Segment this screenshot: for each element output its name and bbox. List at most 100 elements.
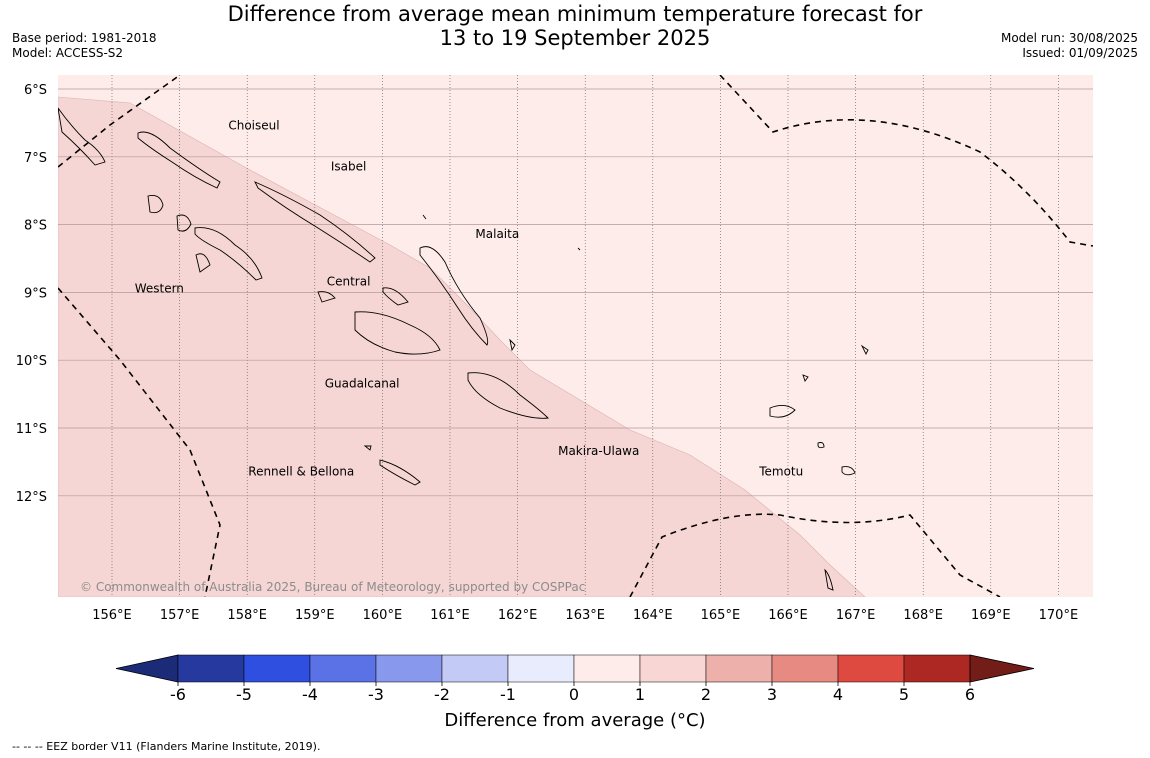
island-russell <box>382 287 409 306</box>
colorbar-swatch <box>837 654 905 683</box>
eez-legend-note: -- -- -- EEZ border V11 (Flanders Marine… <box>12 740 321 753</box>
lat-tick-label: 7°S <box>24 151 47 166</box>
island-florida <box>317 291 336 303</box>
meta-left: Base period: 1981-2018 Model: ACCESS-S2 <box>12 31 157 61</box>
island-isabel <box>254 181 376 263</box>
region-label: Makira-Ulawa <box>558 444 639 458</box>
zone-1-2 <box>58 96 866 597</box>
region-label: Rennell & Bellona <box>248 464 354 478</box>
colorbar-swatch <box>375 654 443 683</box>
colorbar-swatch <box>507 654 575 683</box>
island-bellona <box>363 445 372 451</box>
lon-tick-label: 160°E <box>363 608 403 623</box>
region-label: Malaita <box>475 227 519 241</box>
lon-tick-label: 165°E <box>701 608 741 623</box>
base-period: Base period: 1981-2018 <box>12 31 157 45</box>
island-vangunu <box>195 253 211 273</box>
island-duff <box>860 344 869 356</box>
island-ulawa <box>509 338 516 352</box>
colorbar-swatch <box>309 654 377 683</box>
colorbar: -6 -5 -4 -3 -2 -1 0 1 2 3 4 5 6 <box>115 654 1035 704</box>
colorbar-swatch <box>771 654 839 683</box>
longitude-labels: 156°E 157°E 158°E 159°E 160°E 161°E 162°E 163°E… <box>92 608 1078 623</box>
lat-tick-label: 6°S <box>24 83 47 98</box>
colorbar-swatch <box>441 654 509 683</box>
eez-border-south <box>629 513 1001 597</box>
title-line-2: 13 to 19 September 2025 <box>439 26 711 50</box>
island-rennell <box>379 459 421 486</box>
lon-tick-label: 167°E <box>836 608 876 623</box>
lon-tick-label: 157°E <box>160 608 200 623</box>
colorbar-swatch <box>243 654 311 683</box>
island-malaita <box>419 246 489 346</box>
colorbar-tick-label: -3 <box>368 685 384 704</box>
island-torres <box>824 568 834 591</box>
lon-tick-label: 164°E <box>633 608 673 623</box>
colorbar-tick-label: 2 <box>701 685 711 704</box>
latitude-labels: 6°S 7°S 8°S 9°S 10°S 11°S 12°S <box>16 83 47 505</box>
map-area <box>58 75 1093 597</box>
lat-tick-label: 10°S <box>16 354 47 369</box>
colorbar-tick-label: 1 <box>635 685 645 704</box>
region-label: Temotu <box>758 464 803 478</box>
island-ontong-java <box>422 214 427 220</box>
graticule <box>58 75 1093 597</box>
island-new-georgia-west <box>147 194 164 214</box>
lon-tick-label: 169°E <box>971 608 1011 623</box>
colorbar-tick-label: 6 <box>965 685 975 704</box>
island-guadalcanal <box>354 311 441 355</box>
eez-border-west <box>58 287 221 597</box>
island-reef-islands <box>802 374 809 382</box>
region-label: Isabel <box>331 159 366 173</box>
colorbar-extend-low <box>115 654 179 683</box>
colorbar-swatch <box>573 654 641 683</box>
island-kolombangara <box>176 214 192 232</box>
lon-tick-label: 163°E <box>565 608 605 623</box>
colorbar-swatch <box>903 654 971 683</box>
region-label: Central <box>327 275 371 289</box>
colorbar-label: Difference from average (°C) <box>444 710 706 731</box>
colorbar-tick-label: -4 <box>302 685 318 704</box>
eez-border-north-east <box>719 75 1093 247</box>
lon-tick-label: 170°E <box>1039 608 1079 623</box>
island-makira <box>467 372 549 419</box>
colorbar-extend-high <box>969 654 1035 683</box>
eez-border-north-west <box>58 75 181 168</box>
colorbar-swatch <box>639 654 707 683</box>
lat-tick-label: 9°S <box>24 286 47 301</box>
colorbar-tick-label: -2 <box>434 685 450 704</box>
lon-tick-label: 158°E <box>227 608 267 623</box>
island-new-georgia <box>194 227 263 281</box>
colorbar-tick-label: -1 <box>500 685 516 704</box>
island-choiseul <box>137 131 221 189</box>
colorbar-tick-label: 5 <box>899 685 909 704</box>
colorbar-tick-label: 3 <box>767 685 777 704</box>
island-bougainville <box>58 107 106 166</box>
model-run: Model run: 30/08/2025 <box>1000 31 1138 45</box>
lon-tick-label: 166°E <box>768 608 808 623</box>
colorbar-tick-label: 4 <box>833 685 843 704</box>
eez-borders <box>58 75 1093 597</box>
island-vanikoro <box>841 466 856 476</box>
region-label: Western <box>135 281 184 295</box>
colorbar-swatch <box>705 654 773 683</box>
island-utupua <box>817 442 825 449</box>
lon-tick-label: 161°E <box>430 608 470 623</box>
colorbar-tick-label: -6 <box>170 685 186 704</box>
title-line-1: Difference from average mean minimum tem… <box>227 2 923 26</box>
model-name: Model: ACCESS-S2 <box>12 46 124 60</box>
island-sikaiana <box>577 247 581 251</box>
colorbar-swatch <box>177 654 245 683</box>
meta-right: Model run: 30/08/2025 Issued: 01/09/2025 <box>1001 31 1138 61</box>
lat-tick-label: 8°S <box>24 219 47 234</box>
lon-tick-label: 159°E <box>295 608 335 623</box>
issued-date: Issued: 01/09/2025 <box>1022 46 1138 60</box>
region-labels: Choiseul Isabel Malaita Western Central Guada… <box>135 119 804 479</box>
lon-tick-label: 168°E <box>903 608 943 623</box>
island-ndende <box>769 405 796 418</box>
lat-tick-label: 12°S <box>16 490 47 505</box>
chart-title: Difference from average mean minimum tem… <box>0 2 1150 50</box>
region-label: Guadalcanal <box>325 376 400 390</box>
lat-tick-label: 11°S <box>16 422 47 437</box>
